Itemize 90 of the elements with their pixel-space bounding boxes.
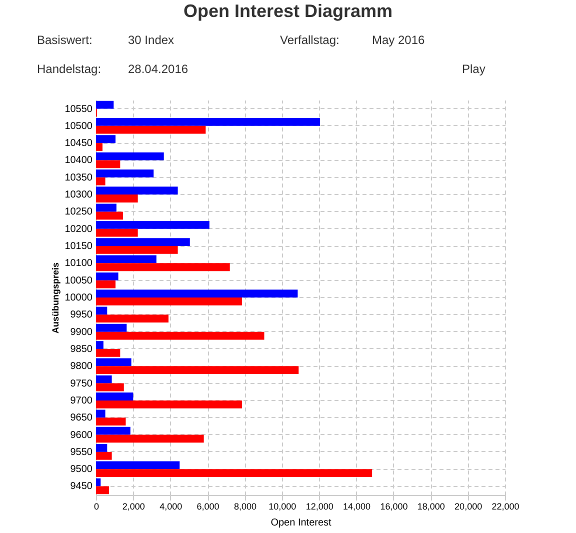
y-tick-label: 9600: [70, 430, 93, 441]
y-tick-label: 9700: [70, 395, 93, 406]
y-tick-label: 10000: [64, 292, 93, 304]
bar: [96, 400, 242, 408]
bar: [96, 383, 124, 392]
x-tick-label: 12,000: [306, 502, 334, 512]
y-tick-label: 10150: [64, 241, 93, 252]
text: 30 Index: [128, 33, 174, 47]
bar: [96, 332, 264, 340]
bar: [96, 392, 134, 400]
y-tick-label: 10050: [64, 275, 93, 286]
bar: [96, 194, 138, 202]
text: Play: [462, 62, 486, 76]
y-tick-label: 10400: [64, 155, 93, 166]
bar: [96, 135, 116, 144]
bar: [96, 290, 298, 298]
bar: [96, 126, 206, 134]
y-tick-label: 10550: [64, 104, 93, 115]
x-tick-label: 10,000: [268, 502, 296, 512]
x-tick-label: 22,000: [492, 502, 520, 512]
bar: [96, 177, 106, 186]
text: Handelstag:: [37, 62, 102, 76]
bar: [96, 272, 118, 280]
y-tick-label: 10200: [64, 224, 93, 235]
text: 28.04.2016: [128, 62, 188, 76]
x-tick-label: 6,000: [196, 502, 220, 512]
bar: [96, 366, 299, 374]
bar: [96, 204, 116, 212]
y-tick-label: 9450: [70, 481, 93, 492]
y-tick-label: 9950: [70, 310, 93, 321]
y-tick-label: 9550: [70, 446, 93, 458]
x-tick-label: 20,000: [454, 502, 482, 512]
y-tick-label: 10250: [64, 206, 93, 218]
bar: [96, 444, 108, 452]
bar: [96, 100, 114, 109]
bar: [96, 280, 116, 288]
text: May 2016: [372, 33, 426, 47]
text: Basiswert:: [37, 33, 92, 47]
y-tick-label: 10500: [64, 120, 93, 132]
bar: [96, 220, 210, 229]
x-tick-label: 16,000: [380, 502, 408, 512]
bar: [96, 152, 164, 160]
bar: [96, 246, 178, 254]
y-tick-label: 9650: [70, 412, 93, 424]
chart-title: Open Interest Diagramm: [183, 1, 393, 21]
bar: [96, 341, 104, 349]
bar: [96, 255, 156, 264]
y-tick-label: 10300: [64, 190, 93, 201]
bar: [96, 324, 127, 332]
y-tick-label: 9750: [70, 378, 93, 390]
bar: [96, 478, 101, 486]
bar: [96, 348, 120, 357]
x-tick-label: 4,000: [160, 502, 182, 512]
bar: [96, 410, 106, 418]
bar: [96, 186, 178, 195]
y-tick-label: 10450: [64, 138, 93, 150]
bar: [96, 486, 110, 494]
bar: [96, 461, 180, 470]
y-tick-label: 9800: [70, 361, 93, 372]
y-tick-label: 9500: [70, 464, 93, 476]
y-tick-label: 10100: [64, 258, 93, 270]
x-tick-label: 14,000: [343, 502, 371, 512]
bar: [96, 238, 190, 246]
bar: [96, 469, 372, 477]
bar: [96, 314, 169, 323]
y-tick-label: 9900: [70, 326, 93, 338]
bar: [96, 160, 120, 168]
bar: [96, 375, 112, 384]
y-axis-title: Ausübungspreis: [50, 262, 61, 334]
x-axis-title: Open Interest: [270, 518, 332, 528]
bar: [96, 228, 138, 237]
bar: [96, 358, 132, 366]
bar: [96, 169, 154, 178]
x-tick-label: 8,000: [234, 502, 256, 512]
bar: [96, 118, 320, 126]
bar: [96, 452, 112, 460]
x-tick-label: 18,000: [417, 502, 445, 512]
bar: [96, 263, 230, 272]
bar: [96, 434, 204, 443]
y-tick-label: 9850: [70, 344, 93, 355]
bar: [96, 426, 130, 435]
bar: [96, 298, 242, 306]
text: Verfallstag:: [280, 33, 340, 47]
bar: [96, 418, 126, 426]
x-tick-label: 0: [94, 502, 100, 512]
bar: [96, 143, 103, 151]
y-tick-label: 10350: [64, 172, 93, 184]
x-tick-label: 2,000: [122, 502, 145, 512]
bar: [96, 306, 108, 315]
bar: [96, 212, 123, 220]
